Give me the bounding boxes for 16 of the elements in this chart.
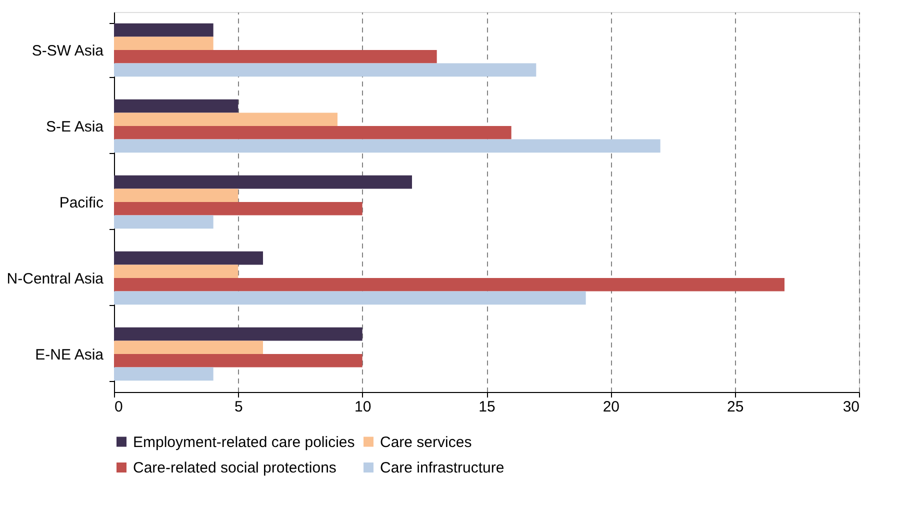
legend-label: Care services: [380, 434, 472, 451]
x-tick-label: 25: [726, 398, 744, 416]
legend-label: Care-related social protections: [133, 460, 336, 476]
y-tick-label: E-NE Asia: [35, 346, 104, 364]
x-tick-label: 0: [114, 398, 123, 416]
legend-label: Care infrastructure: [380, 460, 504, 476]
y-tick-label: Pacific: [59, 194, 104, 212]
y-tick-label: S-E Asia: [46, 118, 104, 136]
x-tick-label: 10: [354, 398, 372, 416]
x-tick-label: 5: [234, 398, 243, 416]
x-tick-label: 20: [602, 398, 620, 416]
x-tick-label: 15: [478, 398, 496, 416]
legend-label: Employment-related care policies: [133, 434, 355, 451]
y-tick-label: S-SW Asia: [32, 42, 104, 60]
x-tick-label: 30: [842, 398, 860, 416]
y-tick-label: N-Central Asia: [6, 270, 104, 288]
